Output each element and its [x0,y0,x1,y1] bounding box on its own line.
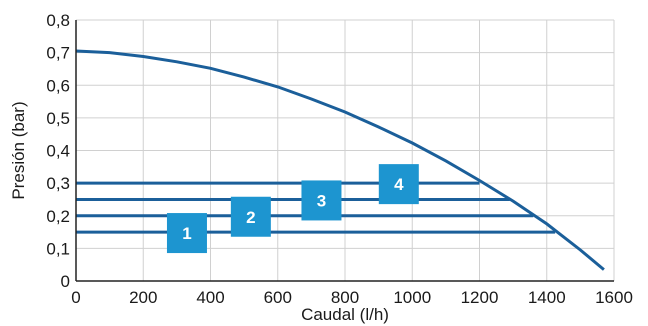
y-tick-label: 0,1 [46,239,70,258]
pump-curve [75,49,605,271]
y-tick-label: 0,3 [46,174,70,193]
y-tick-label: 0,7 [46,44,70,63]
y-tick-label: 0,2 [46,207,70,226]
level-badge-label: 3 [317,191,326,210]
x-tick-label: 1600 [595,288,633,307]
y-tick-label: 0,4 [46,142,70,161]
y-axis-label: Presión (bar) [9,101,28,199]
y-axis-ticks: 0 0,1 0,2 0,3 0,4 0,5 0,6 0,7 0,8 [46,11,70,291]
level-badge-2: 2 [230,196,271,237]
x-tick-label: 1200 [461,288,499,307]
y-tick-label: 0,6 [46,76,70,95]
level-badge-box [166,213,207,254]
level-badge-1: 1 [166,213,207,254]
x-tick-label: 1000 [393,288,431,307]
level-badge-label: 1 [182,224,191,243]
x-tick-label: 600 [264,288,292,307]
level-badge-box [301,180,342,221]
level-badges: 1 2 3 4 [166,164,419,254]
level-badge-label: 2 [246,208,255,227]
level-badge-box [230,196,271,237]
y-tick-label: 0,5 [46,109,70,128]
level-badge-3: 3 [301,180,342,221]
level-badge-4: 4 [378,164,419,205]
x-axis-ticks: 0 200 400 600 800 1000 1200 1400 1600 [71,288,633,307]
x-axis-label: Caudal (l/h) [301,305,389,324]
x-tick-label: 1400 [528,288,566,307]
y-tick-label: 0,8 [46,11,70,30]
level-badge-label: 4 [394,175,404,194]
level-badge-box [378,164,419,205]
x-tick-label: 0 [71,288,80,307]
y-tick-label: 0 [61,272,70,291]
x-tick-label: 400 [196,288,224,307]
x-tick-label: 200 [129,288,157,307]
x-tick-label: 800 [331,288,359,307]
